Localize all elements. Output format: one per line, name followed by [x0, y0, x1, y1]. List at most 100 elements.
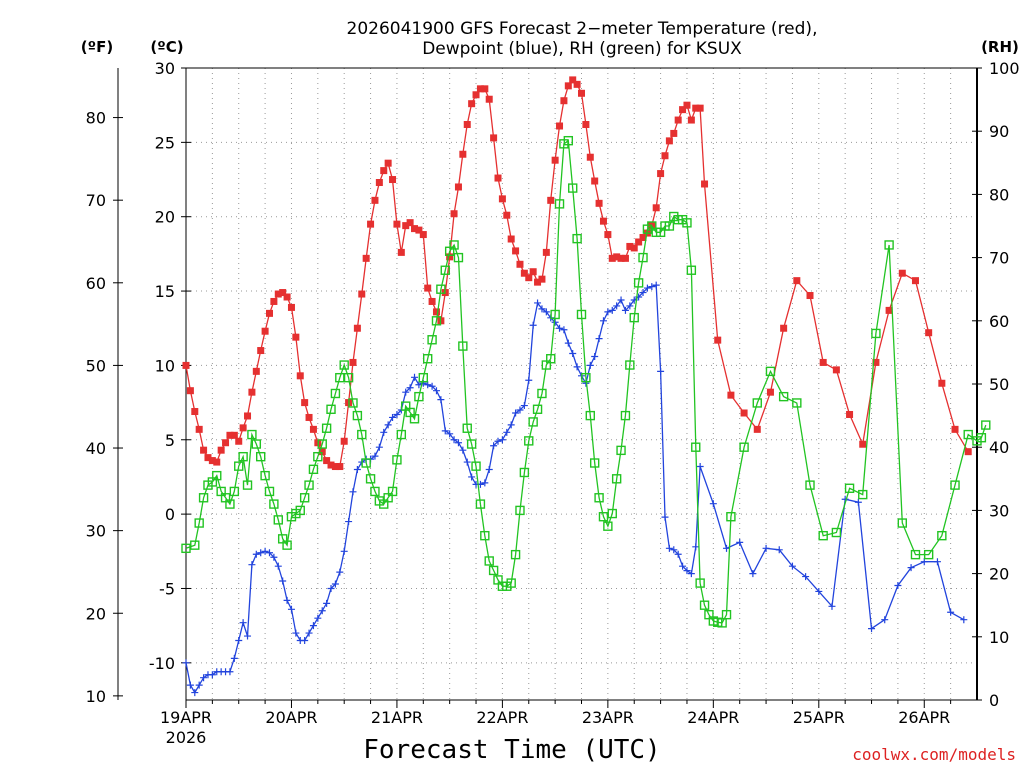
rh-tick-label: 100	[989, 59, 1020, 78]
temperature-point	[679, 106, 687, 114]
rh-point	[422, 354, 433, 364]
dewpoint-point	[569, 350, 577, 358]
dewpoint-point	[323, 599, 331, 607]
temperature-point	[358, 290, 366, 298]
series-2-meter-temperature	[182, 76, 972, 471]
temperature-point	[766, 388, 774, 396]
rh-point	[242, 480, 253, 490]
rh-point	[313, 451, 323, 462]
dewpoint-point	[520, 402, 528, 410]
rh-point	[453, 252, 464, 263]
rh-point	[910, 549, 921, 560]
rh-tick-label: 10	[989, 628, 1009, 647]
rh-point	[546, 354, 556, 364]
dewpoint-point	[441, 427, 449, 435]
dewpoint-point	[327, 584, 335, 592]
celsius-tick-label: 15	[155, 282, 175, 301]
dewpoint-point	[573, 363, 581, 371]
rh-point	[326, 404, 336, 414]
temperature-point	[898, 269, 906, 277]
temperature-point	[525, 274, 533, 282]
temperature-point	[362, 254, 370, 262]
temperature-point	[617, 254, 625, 262]
dewpoint-point	[424, 381, 432, 389]
temperature-point	[538, 275, 546, 283]
x-tick-label: 20APR	[265, 708, 317, 727]
temperature-point	[591, 177, 599, 185]
x-tick-label: 21APR	[371, 708, 423, 727]
temperature-point	[727, 391, 735, 399]
dewpoint-point	[907, 564, 915, 572]
dewpoint-point	[402, 388, 410, 396]
rh-point	[554, 199, 565, 209]
dewpoint-point	[226, 668, 234, 676]
x-tick-label: 24APR	[687, 708, 739, 727]
rh-point	[638, 252, 648, 263]
celsius-tick-label: -5	[159, 579, 175, 598]
dewpoint-point	[933, 558, 941, 566]
rh-point	[726, 512, 736, 522]
rh-point	[260, 470, 270, 481]
rh-point	[510, 549, 521, 560]
rh-point	[480, 530, 490, 541]
temperature-point	[419, 231, 427, 239]
rh-point	[466, 439, 477, 449]
temperature-point	[481, 85, 489, 93]
temperature-point	[301, 399, 309, 407]
rh-point	[721, 609, 732, 620]
dewpoint-point	[208, 671, 216, 679]
rh-point	[633, 278, 644, 288]
dewpoint-point	[534, 299, 542, 307]
rh-point	[537, 388, 547, 399]
rh-tick-label: 40	[989, 438, 1009, 457]
x-tick-label: 25APR	[793, 708, 845, 727]
temperature-point	[639, 234, 647, 242]
rh-point	[581, 372, 591, 383]
dewpoint-point	[802, 573, 810, 581]
temperature-point	[582, 121, 590, 129]
rh-point	[427, 335, 437, 345]
rh-point	[225, 499, 235, 509]
temperature-point	[534, 278, 542, 286]
dewpoint-point	[248, 561, 256, 569]
dewpoint-point	[503, 428, 511, 436]
dewpoint-point	[432, 387, 440, 395]
temperature-point	[494, 174, 502, 182]
temperature-point	[371, 196, 379, 204]
temperature-point	[182, 361, 190, 369]
rh-point	[471, 461, 481, 471]
dewpoint-point	[657, 367, 665, 375]
rh-point	[409, 414, 420, 424]
temperature-point	[191, 408, 199, 416]
temperature-point	[415, 226, 423, 234]
temperature-point	[217, 446, 225, 454]
rh-point	[282, 540, 292, 550]
celsius-tick-label: 20	[155, 208, 175, 227]
dewpoint-point	[586, 361, 594, 369]
temperature-point	[349, 358, 357, 366]
dewpoint-point	[191, 689, 199, 697]
temperature-point	[261, 327, 269, 335]
dewpoint-point	[507, 421, 515, 429]
temperature-point	[498, 195, 506, 203]
temperature-point	[701, 180, 709, 188]
rh-point	[365, 474, 376, 484]
rh-point	[339, 360, 349, 370]
temperature-point	[661, 152, 669, 160]
rh-tick-label: 0	[989, 691, 999, 710]
rh-point	[194, 518, 204, 528]
dewpoint-point	[463, 458, 471, 466]
rh-point	[563, 135, 574, 146]
temperature-point	[692, 104, 700, 112]
rh-point	[858, 489, 868, 500]
dewpoint-point	[538, 305, 546, 313]
temperature-point	[380, 167, 388, 175]
dewpoint-point	[419, 379, 427, 387]
rh-point	[475, 499, 486, 509]
rh-point	[392, 455, 402, 465]
temperature-point	[938, 379, 946, 387]
rh-tick-label: 80	[989, 185, 1009, 204]
rh-point	[198, 493, 209, 503]
dewpoint-point	[749, 570, 757, 578]
gridlines	[186, 67, 977, 700]
